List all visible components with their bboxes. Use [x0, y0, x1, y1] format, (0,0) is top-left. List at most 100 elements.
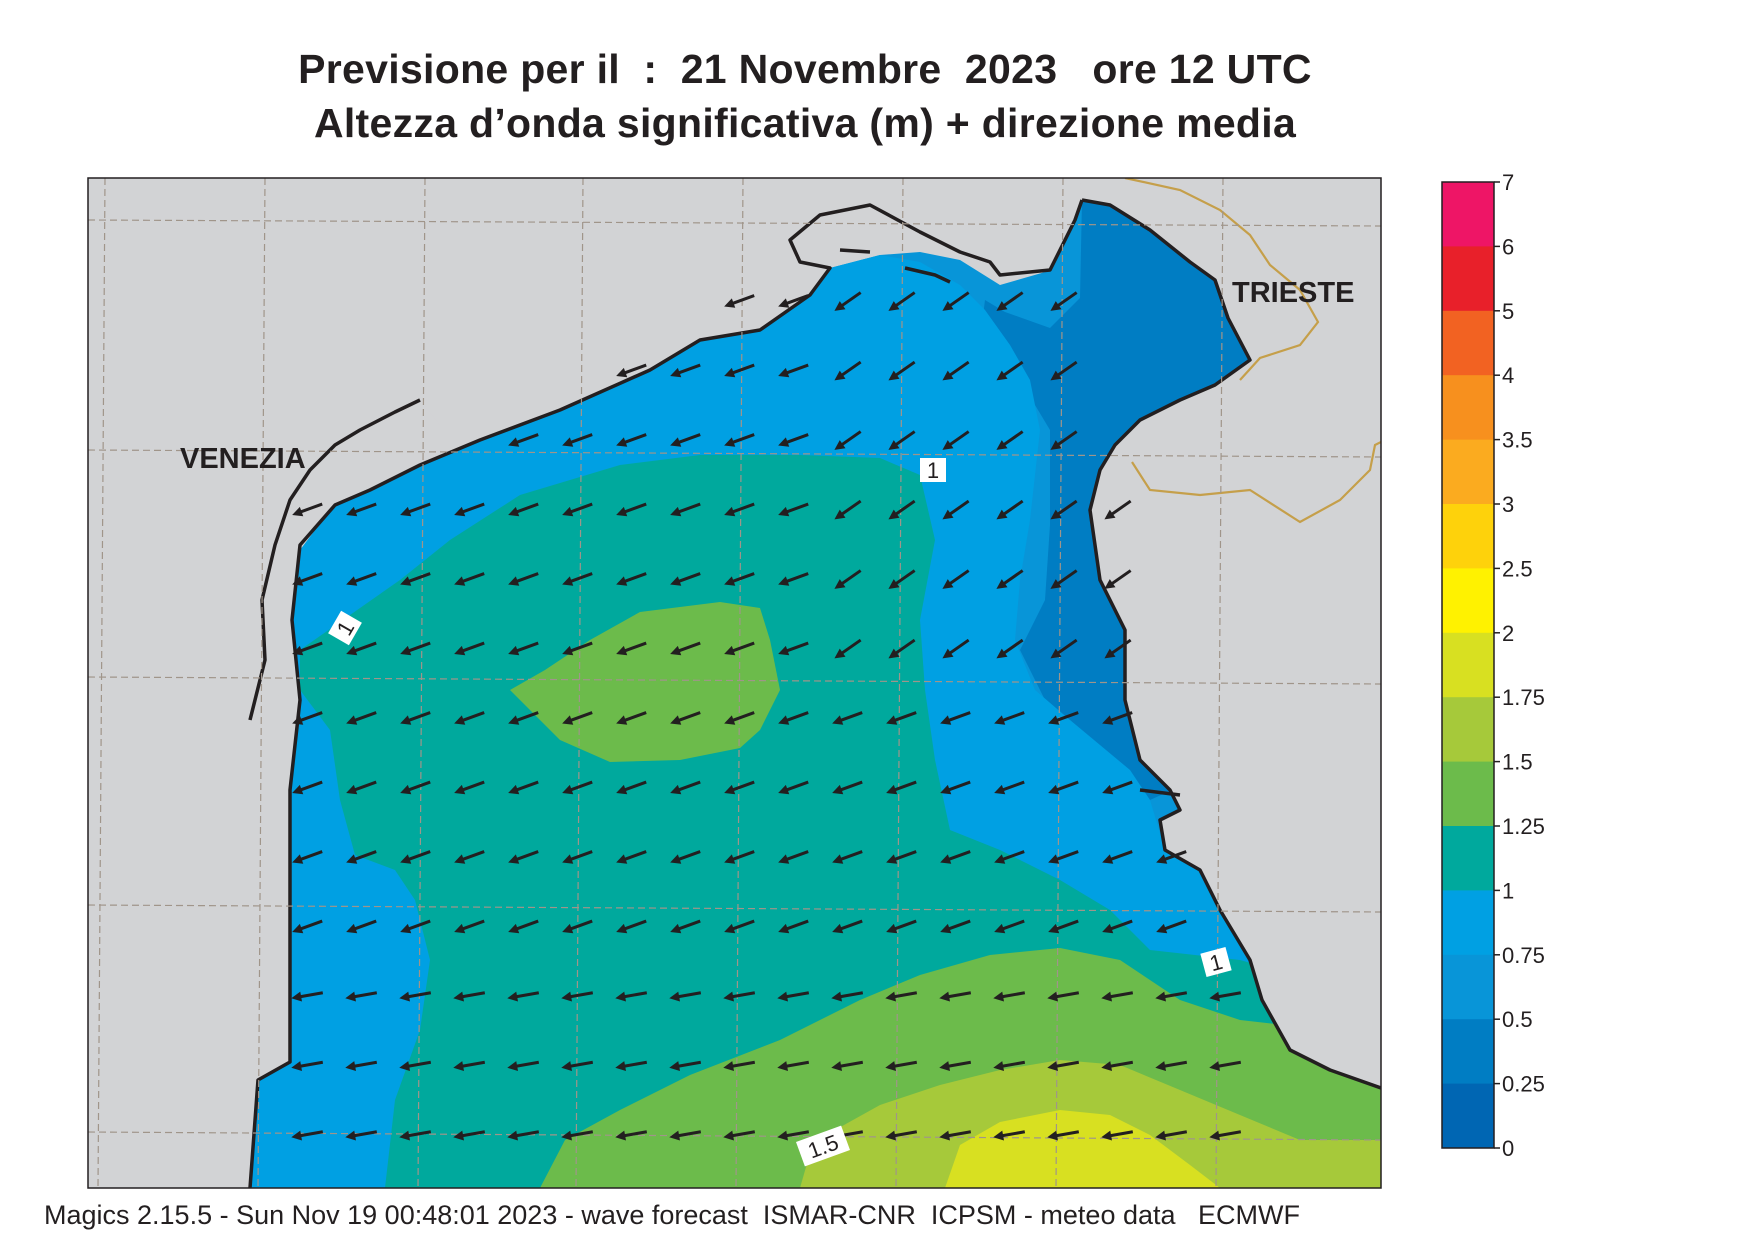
direction-arrow [292, 502, 323, 517]
direction-arrow [939, 1060, 972, 1071]
direction-arrow [942, 499, 970, 520]
legend-swatch [1442, 439, 1494, 505]
coastline-west [248, 199, 1084, 1188]
grid-meridian [895, 178, 904, 1188]
direction-arrow [778, 433, 809, 447]
direction-arrow [993, 1060, 1026, 1071]
direction-arrow [724, 572, 755, 586]
direction-arrow [886, 850, 917, 864]
contour-label: 1 [920, 458, 946, 483]
direction-arrow [1101, 1060, 1134, 1071]
legend-tick-label: 1.5 [1502, 750, 1533, 775]
direction-arrow [724, 780, 755, 795]
direction-arrow [399, 1130, 432, 1141]
direction-arrow [670, 572, 701, 586]
grid-meridian [735, 178, 744, 1188]
direction-arrow [886, 780, 917, 795]
direction-arrow [1050, 499, 1078, 520]
coastline-east [1081, 198, 1381, 1090]
sea-band-1.25-1.5-centre [510, 602, 780, 762]
direction-arrow [942, 638, 970, 659]
direction-arrow [778, 919, 809, 934]
direction-arrow [1050, 291, 1078, 311]
direction-arrow [615, 991, 648, 1002]
direction-arrow [993, 1130, 1026, 1141]
grid-meridian [417, 178, 426, 1188]
direction-arrow [508, 433, 539, 447]
legend-tick-label: 0 [1502, 1136, 1514, 1161]
direction-arrow [1209, 1130, 1242, 1141]
direction-arrow [616, 502, 647, 517]
direction-arrow [994, 919, 1025, 934]
direction-arrow [940, 711, 971, 725]
direction-arrow [670, 641, 701, 656]
direction-arrow [400, 780, 431, 795]
direction-arrow [888, 499, 916, 520]
direction-arrow [291, 1060, 324, 1071]
direction-arrow [996, 638, 1024, 659]
direction-arrow [778, 711, 809, 725]
direction-arrow [561, 1130, 594, 1141]
direction-arrow [885, 991, 918, 1002]
direction-arrow [670, 502, 701, 517]
direction-arrow [292, 919, 323, 934]
direction-arrow [888, 569, 916, 589]
direction-arrow [507, 991, 540, 1002]
direction-arrow [1104, 638, 1132, 659]
direction-arrow [832, 850, 863, 864]
direction-arrow [670, 850, 701, 864]
direction-arrow [834, 638, 862, 659]
direction-arrow [832, 919, 863, 934]
direction-arrow [562, 641, 593, 656]
grid-parallel [88, 219, 1381, 227]
legend-swatch [1442, 182, 1494, 247]
direction-arrow [1102, 711, 1133, 725]
direction-arrow [562, 711, 593, 725]
direction-arrow [723, 1130, 756, 1141]
contour-label: 1 [1200, 947, 1232, 977]
direction-arrow [888, 430, 916, 450]
legend-tick-label: 7 [1502, 170, 1514, 195]
legend-frame [1441, 181, 1495, 1149]
direction-arrow [400, 919, 431, 934]
direction-arrow [507, 1060, 540, 1071]
legend-swatch [1442, 375, 1494, 441]
grid-parallel [88, 904, 1381, 913]
direction-arrow [616, 780, 647, 795]
direction-arrow [996, 569, 1024, 589]
direction-arrow [1047, 1130, 1080, 1141]
direction-arrow [724, 919, 755, 934]
direction-arrow [1048, 919, 1079, 934]
direction-arrow [562, 433, 593, 447]
sea-band-0.25-0.5 [980, 200, 1250, 800]
legend-swatch [1442, 697, 1494, 763]
venice-lagoon-land [250, 400, 455, 720]
direction-arrow [1102, 780, 1133, 795]
direction-arrow [292, 572, 323, 586]
direction-arrow [994, 850, 1025, 864]
direction-arrow [670, 363, 701, 378]
direction-arrow [996, 499, 1024, 520]
grid-meridian [97, 178, 106, 1188]
direction-arrow [886, 711, 917, 725]
legend-swatch [1442, 568, 1494, 634]
legend-tick-label: 2.5 [1502, 556, 1533, 581]
grid-meridian [575, 178, 584, 1188]
direction-arrow [454, 919, 485, 934]
direction-arrow [508, 572, 539, 586]
grid-meridian [1215, 178, 1224, 1188]
direction-arrow [996, 360, 1024, 381]
direction-arrow [1047, 1060, 1080, 1071]
legend-tick-label: 6 [1502, 234, 1514, 259]
mean-direction-arrows [291, 291, 1242, 1141]
direction-arrow [831, 991, 864, 1002]
direction-arrow [1048, 850, 1079, 864]
direction-arrow [1047, 991, 1080, 1002]
grid-meridian [1055, 178, 1064, 1188]
direction-arrow [778, 294, 809, 308]
coastline-lagoon [248, 398, 421, 721]
direction-arrow [507, 1130, 540, 1141]
direction-arrow [670, 780, 701, 795]
direction-arrow [888, 291, 916, 311]
direction-arrow [942, 430, 970, 450]
